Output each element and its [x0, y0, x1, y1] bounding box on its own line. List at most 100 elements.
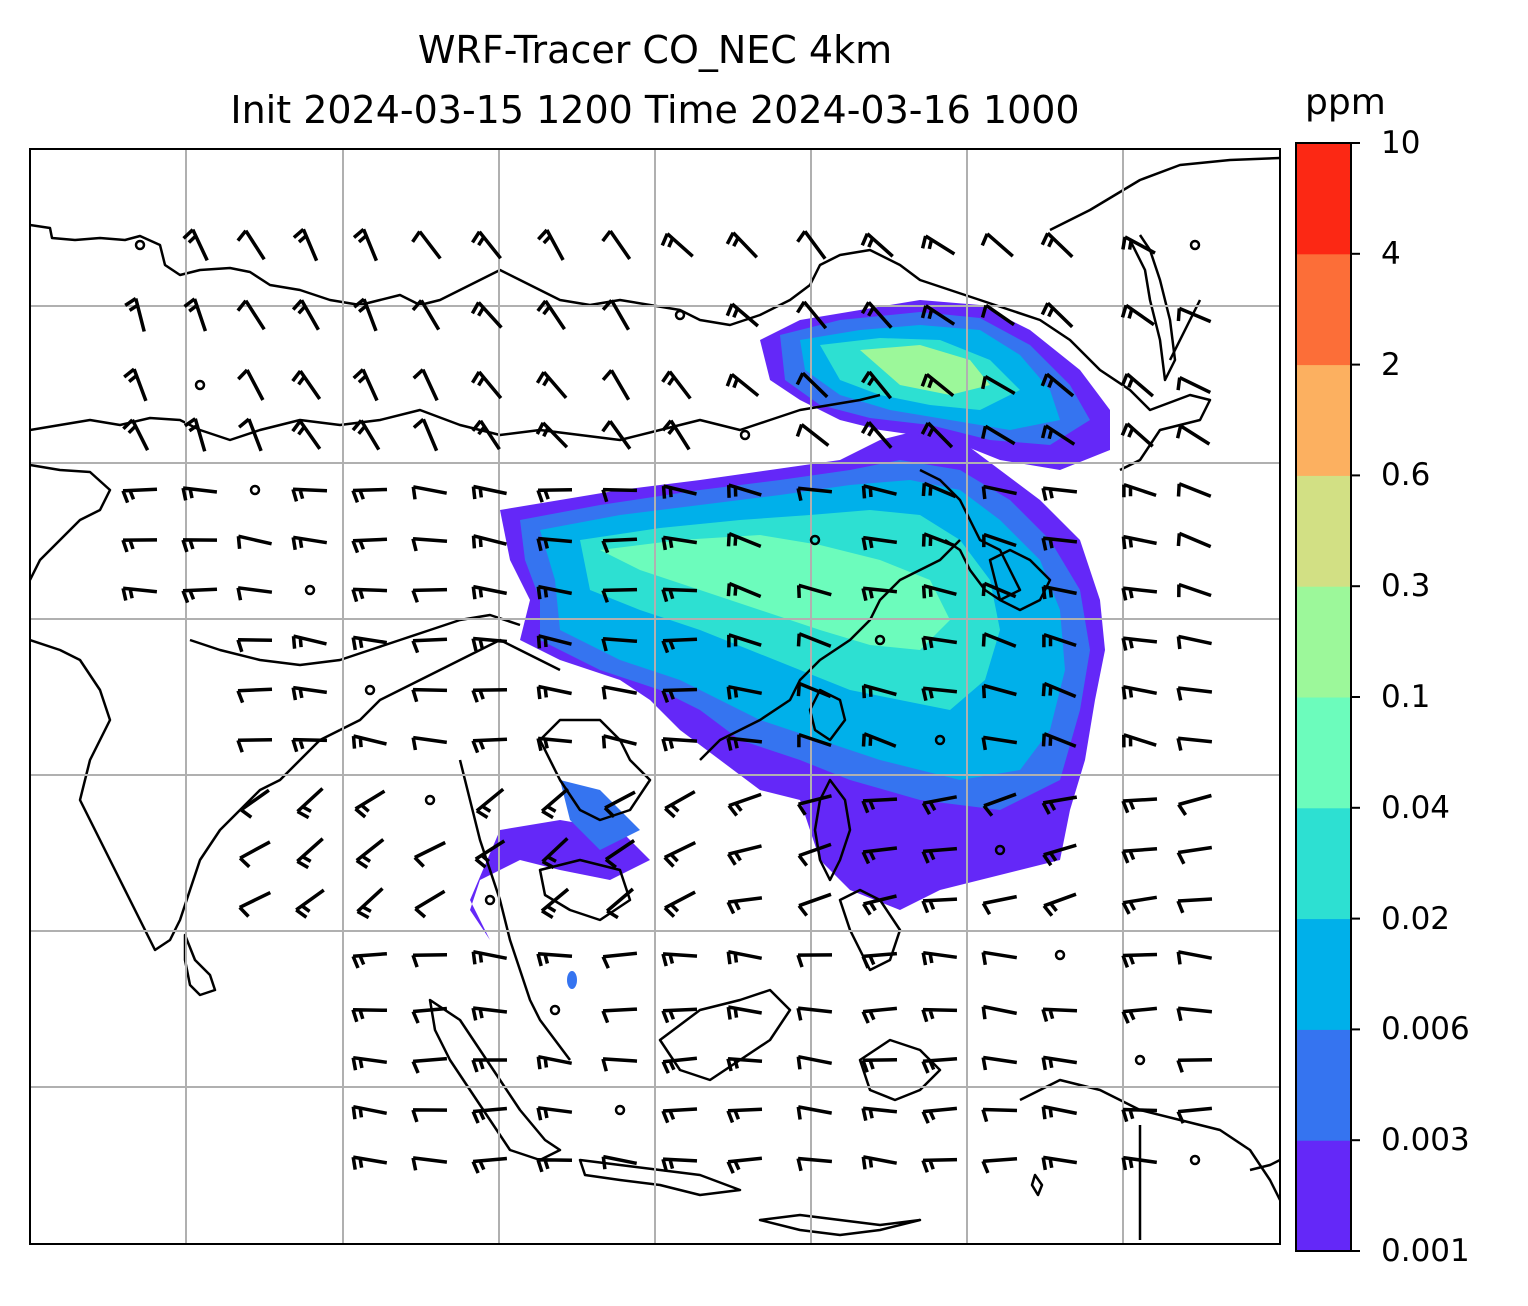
wind-barb — [1121, 847, 1158, 864]
wind-barb — [605, 887, 635, 920]
wind-barb — [471, 737, 508, 754]
wind-barb — [1121, 895, 1158, 915]
colorbar-unit: ppm — [1305, 82, 1386, 123]
wind-barb — [236, 299, 266, 331]
calm-wind-marker — [674, 309, 686, 321]
wind-barb — [982, 792, 1017, 817]
wind-barb — [661, 419, 691, 451]
wind-barb — [1121, 684, 1158, 700]
wind-barb — [1176, 376, 1212, 394]
wind-barb — [536, 1106, 573, 1121]
wind-barb — [981, 1055, 1018, 1071]
calm-wind-marker — [304, 584, 316, 596]
wind-barb — [661, 587, 698, 603]
wind-barb — [536, 584, 573, 600]
wind-barb — [411, 299, 441, 331]
wind-barb — [536, 1054, 573, 1070]
wind-barb — [541, 837, 569, 870]
wind-barb — [797, 842, 832, 867]
colorbar-segment — [1296, 143, 1351, 255]
calm-wind-marker — [614, 1104, 626, 1116]
wind-barb — [471, 1006, 508, 1021]
wind-barb — [1121, 235, 1156, 255]
wind-barb — [660, 232, 694, 258]
wind-barb — [471, 584, 508, 600]
wind-barb — [603, 790, 636, 818]
wind-barb — [1175, 424, 1211, 446]
wind-barb — [536, 684, 572, 700]
wind-barb — [351, 487, 388, 504]
wind-barb — [122, 418, 150, 451]
wind-barb — [796, 953, 833, 968]
wind-barb — [796, 230, 827, 260]
colorbar-segment — [1296, 1029, 1351, 1141]
wind-barb — [726, 949, 763, 965]
calm-wind-marker — [424, 794, 436, 806]
wind-barb — [471, 1058, 507, 1073]
wind-barb — [1121, 586, 1158, 601]
wind-barb — [796, 1156, 833, 1172]
wind-barb — [352, 227, 379, 262]
wind-barb — [1121, 636, 1158, 651]
wind-barb — [536, 1158, 573, 1173]
wind-barb — [414, 889, 446, 919]
wind-barb — [1177, 582, 1212, 598]
wind-barb — [726, 1107, 763, 1124]
wind-barb — [601, 587, 638, 603]
wind-barb — [1041, 536, 1078, 551]
wind-barb — [982, 532, 1017, 548]
wind-barb — [411, 735, 448, 751]
wind-barb — [536, 952, 573, 967]
wind-barb — [1177, 793, 1212, 816]
wind-barb — [980, 232, 1014, 258]
wind-barb — [236, 229, 266, 261]
calm-wind-marker — [874, 634, 886, 646]
wind-barb — [726, 1005, 763, 1020]
wind-barb — [921, 1056, 958, 1074]
wind-barb — [1176, 1006, 1213, 1022]
wind-barb — [411, 1006, 448, 1024]
wind-barb — [920, 234, 956, 256]
wind-barb — [861, 586, 898, 601]
wind-barb — [351, 1055, 388, 1071]
wind-barb — [1176, 686, 1213, 701]
wind-barb — [1040, 424, 1076, 446]
wind-barb — [351, 587, 388, 603]
wind-barb — [471, 1156, 508, 1174]
wind-barb — [796, 583, 832, 598]
wind-barb — [536, 634, 572, 649]
wind-barb — [661, 952, 698, 967]
wind-barb — [238, 840, 271, 869]
wind-barb — [411, 485, 448, 500]
wind-barb — [663, 841, 697, 868]
wind-barb — [183, 297, 208, 332]
colorbar-tick-label: 0.6 — [1381, 457, 1431, 494]
wind-barb — [236, 586, 273, 601]
calm-wind-marker — [934, 734, 946, 746]
wind-barb — [981, 1107, 1018, 1123]
wind-barb — [181, 538, 218, 553]
wind-barb — [291, 487, 328, 502]
wind-barb — [1120, 422, 1154, 448]
wind-barb — [601, 685, 638, 700]
wind-barb — [1041, 1104, 1078, 1120]
colorbar-segment — [1296, 364, 1351, 476]
wind-barb — [291, 535, 328, 551]
wind-barb — [601, 299, 631, 331]
wind-barb — [1176, 845, 1213, 865]
wind-barb — [121, 586, 158, 601]
wind-barb — [1176, 950, 1213, 965]
wind-barb — [536, 487, 573, 503]
wind-barb — [351, 1104, 388, 1120]
wind-barb — [471, 534, 507, 549]
wind-barb — [795, 371, 829, 399]
wind-barb — [601, 537, 638, 554]
colorbar-tick-label: 4 — [1381, 235, 1401, 272]
wind-barb — [471, 636, 508, 652]
wind-barb — [535, 370, 568, 400]
wind-barb — [475, 787, 505, 819]
wind-barb — [1042, 892, 1077, 917]
wind-barb — [536, 299, 566, 331]
colorbar-tick-label: 0.02 — [1381, 900, 1451, 937]
map-title: WRF-Tracer CO_NEC 4km — [417, 28, 893, 72]
